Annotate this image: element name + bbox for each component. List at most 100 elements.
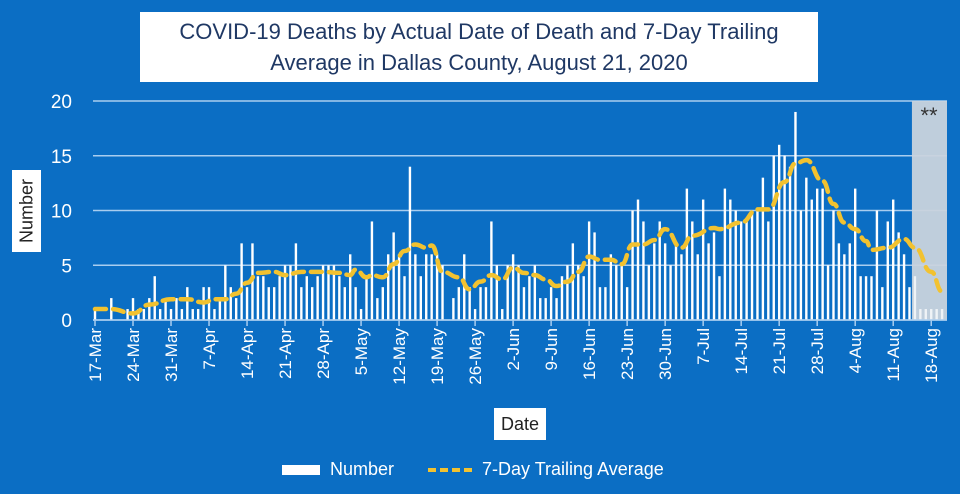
bar (229, 287, 232, 320)
y-tick-label: 15 (51, 147, 72, 168)
legend-bar-swatch (282, 464, 320, 475)
bar (338, 276, 341, 320)
bar (620, 265, 623, 320)
bar (919, 309, 922, 320)
bar (663, 243, 667, 320)
x-tick-label: 7-Jul (694, 328, 713, 365)
bar (739, 221, 743, 320)
bar (142, 309, 146, 320)
x-tick-label: 23-Jun (618, 328, 637, 380)
bar (278, 276, 281, 320)
bar (289, 265, 292, 320)
x-tick-label: 24-Mar (124, 328, 143, 382)
x-tick-label: 21-Apr (276, 328, 295, 379)
bar (870, 276, 873, 320)
bar (940, 309, 944, 320)
legend: Number 7-Day Trailing Average (282, 459, 664, 480)
bar (131, 298, 135, 320)
bar (457, 287, 461, 320)
bar (370, 221, 374, 320)
x-tick-label: 18-Aug (922, 328, 941, 383)
bar (718, 276, 721, 320)
x-tick-label: 21-Jul (770, 328, 789, 374)
bar (468, 287, 471, 320)
bar (327, 265, 330, 320)
x-axis-label: Date (494, 408, 546, 440)
legend-line-swatch (428, 467, 473, 472)
bar (805, 177, 808, 320)
bar (300, 287, 303, 320)
x-tick-label: 17-Mar (86, 328, 105, 382)
bar (549, 287, 553, 320)
bar (425, 254, 428, 320)
x-tick-label: 31-Mar (162, 328, 181, 382)
x-tick-label: 7-Apr (200, 328, 219, 370)
bar (734, 210, 737, 320)
y-axis-label-box: Number (12, 170, 41, 252)
bar (441, 265, 444, 320)
bar (799, 210, 803, 320)
bar (935, 309, 938, 320)
bar (555, 298, 558, 320)
shaded-region-label: ** (920, 103, 938, 128)
y-tick-label: 10 (51, 202, 72, 223)
bar (213, 309, 216, 320)
bar (794, 111, 797, 320)
bar (669, 265, 672, 320)
bar (316, 276, 319, 320)
bar (864, 276, 868, 320)
x-tick-label: 4-Aug (846, 328, 865, 373)
bar (908, 287, 911, 320)
bar (403, 276, 406, 320)
bar (881, 287, 884, 320)
bar (332, 265, 336, 320)
bar (511, 254, 515, 320)
x-tick-label: 5-May (352, 328, 371, 376)
y-tick-label: 20 (51, 92, 72, 113)
bar (571, 243, 575, 320)
bar (479, 287, 482, 320)
bar (272, 287, 276, 320)
bar (723, 188, 727, 320)
bar (473, 309, 477, 320)
bar (897, 232, 900, 320)
bar (658, 221, 661, 320)
bar (501, 309, 504, 320)
y-tick-label: 5 (61, 256, 72, 277)
shaded-incomplete-region (911, 101, 947, 320)
bar (750, 210, 754, 320)
bar (137, 309, 140, 320)
bar (186, 287, 189, 320)
bar (435, 254, 439, 320)
bar (153, 276, 156, 320)
bar (218, 298, 222, 320)
bar (598, 287, 602, 320)
bar (321, 265, 325, 320)
bar (701, 199, 705, 320)
seven-day-average-line (92, 157, 945, 316)
bar (191, 309, 194, 320)
bar (680, 254, 683, 320)
bar (224, 265, 227, 320)
bar (490, 221, 493, 320)
bar (761, 177, 765, 320)
bar (126, 309, 129, 320)
bar (913, 276, 917, 320)
bar (810, 199, 813, 320)
bar (832, 210, 835, 320)
bar (859, 276, 862, 320)
bar (93, 309, 97, 320)
chart-title-line-1: COVID-19 Deaths by Actual Date of Death … (179, 19, 779, 44)
bar (587, 221, 591, 320)
chart-title-line-2: Average in Dallas County, August 21, 202… (270, 50, 688, 75)
bar (604, 287, 607, 320)
x-tick-label: 28-Jul (808, 328, 827, 374)
bar (267, 287, 270, 320)
bar (544, 298, 547, 320)
bar (625, 287, 629, 320)
x-tick-label: 30-Jun (656, 328, 675, 380)
bar (691, 221, 694, 320)
bar (158, 309, 162, 320)
bar (783, 155, 786, 320)
